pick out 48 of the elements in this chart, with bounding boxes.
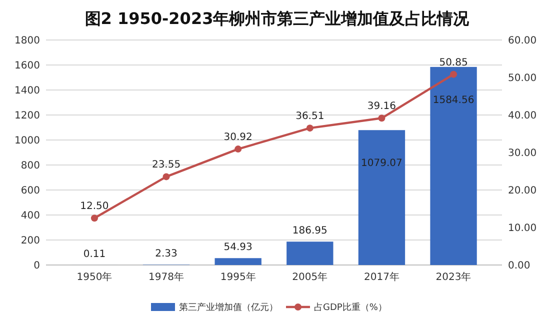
data-label: 23.55: [152, 160, 181, 171]
point: [450, 70, 458, 78]
y2-tick-label: 50.00: [508, 73, 537, 84]
y-tick-label: 200: [20, 236, 40, 246]
y-tick-label: 1600: [14, 60, 40, 72]
point: [162, 173, 170, 180]
bar: [214, 258, 262, 265]
x-tick-label: 1995年: [220, 271, 256, 283]
data-label: 36.51: [296, 111, 324, 122]
y-tick-label: 600: [20, 186, 40, 196]
data-label: 30.92: [224, 132, 252, 144]
y2-tick-label: 60.00: [508, 36, 537, 46]
y-tick-label: 400: [20, 210, 40, 222]
bar: [286, 242, 334, 265]
data-label: 39.16: [367, 101, 396, 112]
chart-title: 图2 1950-2023年柳州市第三产业增加值及占比情况: [84, 9, 470, 28]
y2-tick-label: 0.00: [508, 260, 530, 272]
data-label: 186.95: [292, 226, 328, 237]
y-tick-label: 1000: [14, 136, 40, 146]
x-tick-label: 2005年: [292, 271, 328, 283]
bar: [358, 130, 406, 265]
point: [378, 114, 386, 122]
y-tick-label: 1400: [14, 86, 40, 96]
y-tick-label: 800: [20, 160, 40, 172]
point: [306, 124, 314, 132]
y2-tick-label: 40.00: [508, 110, 537, 122]
x-tick-label: 2023年: [436, 271, 472, 283]
legend-label: 占GDP比重（%）: [314, 302, 387, 314]
data-label: 0.11: [83, 248, 106, 260]
x-tick-label: 1978年: [148, 271, 184, 283]
x-tick-label: 1950年: [76, 271, 112, 283]
y-tick-label: 1200: [14, 110, 40, 122]
data-label: 1584.56: [432, 94, 474, 106]
legend-label: 第三产业增加值（亿元）: [179, 302, 278, 314]
data-label: 50.85: [439, 57, 468, 68]
point: [90, 214, 98, 222]
y2-tick-label: 20.00: [508, 186, 537, 196]
data-label: 2.33: [155, 248, 178, 260]
data-label: 12.50: [80, 201, 109, 212]
point: [234, 146, 242, 153]
bar: [430, 66, 477, 265]
x-tick-label: 2017年: [364, 271, 400, 283]
data-label: 54.93: [224, 242, 252, 254]
y-tick-label: 0: [34, 260, 40, 272]
y-tick-label: 1800: [14, 36, 40, 46]
data-label: 1079.07: [361, 158, 402, 170]
y2-tick-label: 10.00: [508, 223, 537, 234]
y2-tick-label: 30.00: [508, 148, 537, 159]
